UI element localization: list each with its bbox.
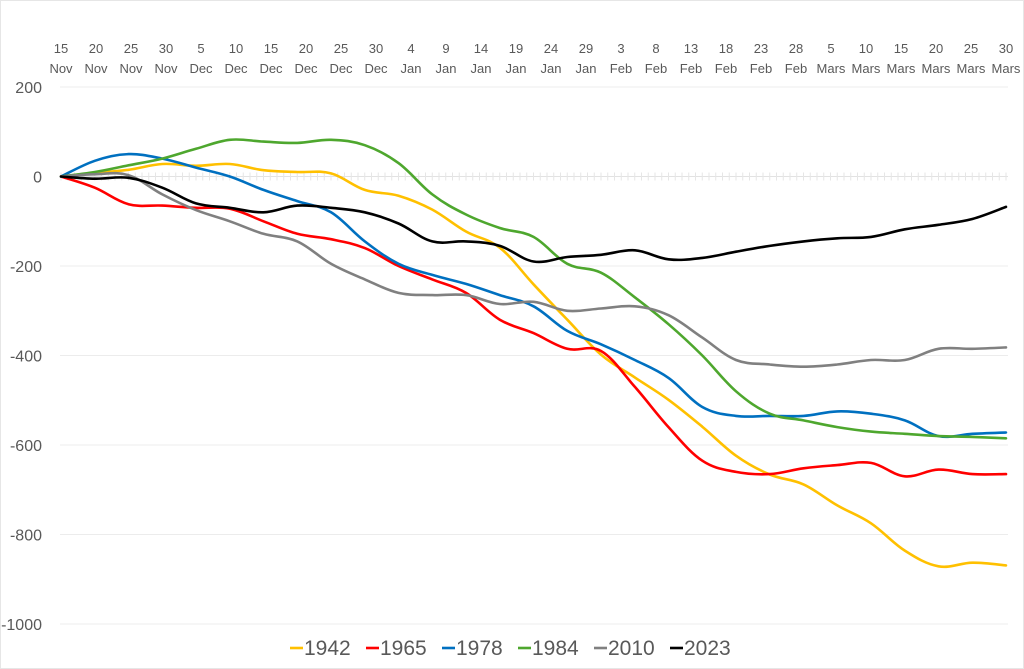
x-tick-label-day: 25 xyxy=(334,41,348,56)
x-tick-label-day: 15 xyxy=(54,41,68,56)
x-tick-label-day: 28 xyxy=(789,41,803,56)
legend-item-1978: 1978 xyxy=(442,637,503,660)
x-tick-label-month: Dec xyxy=(294,61,318,76)
x-tick-label-month: Mars xyxy=(957,61,986,76)
x-tick-label-month: Feb xyxy=(680,61,702,76)
x-tick-label-month: Mars xyxy=(852,61,881,76)
legend-item-1942: 1942 xyxy=(290,637,351,660)
x-axis-labels: 15 Nov 20 Nov 25 Nov 30 Nov 5 Dec 10 Dec 15 Dec 20 Dec 2… xyxy=(49,41,1021,76)
x-tick-label-month: Nov xyxy=(84,61,108,76)
x-tick-label-day: 25 xyxy=(964,41,978,56)
legend: 1942 1965 1978 1984 2010 2023 xyxy=(290,637,731,660)
legend-label: 1984 xyxy=(532,637,579,660)
x-tick-label-day: 18 xyxy=(719,41,733,56)
y-tick-label: 200 xyxy=(15,80,42,97)
x-tick-label-month: Dec xyxy=(189,61,213,76)
x-tick-label-day: 30 xyxy=(999,41,1013,56)
x-tick-label-day: 30 xyxy=(159,41,173,56)
x-tick-label-day: 29 xyxy=(579,41,593,56)
series-line-1984 xyxy=(59,138,1008,440)
x-tick-label-month: Nov xyxy=(49,61,73,76)
x-tick-label-day: 20 xyxy=(299,41,313,56)
x-tick-label-day: 3 xyxy=(617,41,624,56)
x-tick-label-day: 5 xyxy=(197,41,204,56)
x-tick-label-day: 15 xyxy=(264,41,278,56)
x-tick-label-day: 30 xyxy=(369,41,383,56)
x-tick-label-day: 19 xyxy=(509,41,523,56)
legend-label: 2010 xyxy=(608,637,655,660)
legend-label: 2023 xyxy=(684,637,731,660)
x-tick-label-month: Dec xyxy=(224,61,248,76)
x-tick-label-day: 4 xyxy=(407,41,414,56)
x-tick-label-day: 24 xyxy=(544,41,558,56)
x-tick-label-month: Jan xyxy=(436,61,457,76)
x-tick-label-month: Feb xyxy=(610,61,632,76)
legend-label: 1942 xyxy=(304,637,351,660)
x-tick-label-month: Nov xyxy=(154,61,178,76)
y-tick-label: -1000 xyxy=(1,617,42,634)
x-tick-label-month: Jan xyxy=(506,61,527,76)
x-tick-label-month: Mars xyxy=(887,61,916,76)
x-tick-label-month: Nov xyxy=(119,61,143,76)
x-tick-label-day: 9 xyxy=(442,41,449,56)
series-line-2010 xyxy=(59,171,1008,368)
zero-axis-ticks xyxy=(60,172,1007,181)
x-tick-label-month: Mars xyxy=(922,61,951,76)
x-tick-label-month: Mars xyxy=(992,61,1021,76)
series-lines xyxy=(59,138,1008,569)
x-tick-label-day: 8 xyxy=(652,41,659,56)
y-tick-label: -600 xyxy=(10,438,42,455)
x-tick-label-day: 13 xyxy=(684,41,698,56)
x-tick-label-day: 23 xyxy=(754,41,768,56)
x-tick-label-month: Dec xyxy=(364,61,388,76)
series-line-2023 xyxy=(59,175,1008,264)
legend-label: 1978 xyxy=(456,637,503,660)
x-tick-label-day: 14 xyxy=(474,41,488,56)
x-tick-label-month: Feb xyxy=(785,61,807,76)
gridlines xyxy=(60,86,1008,625)
legend-label: 1965 xyxy=(380,637,427,660)
legend-item-1965: 1965 xyxy=(366,637,427,660)
y-tick-label: -200 xyxy=(10,259,42,276)
x-tick-label-day: 20 xyxy=(89,41,103,56)
x-tick-label-month: Feb xyxy=(715,61,737,76)
y-tick-label: -800 xyxy=(10,528,42,545)
series-line-1978 xyxy=(59,152,1008,439)
series-line-1942 xyxy=(59,162,1008,569)
x-tick-label-month: Mars xyxy=(817,61,846,76)
x-tick-label-month: Feb xyxy=(645,61,667,76)
x-tick-label-month: Dec xyxy=(329,61,353,76)
x-tick-label-month: Jan xyxy=(576,61,597,76)
x-tick-label-day: 15 xyxy=(894,41,908,56)
x-tick-label-day: 25 xyxy=(124,41,138,56)
x-tick-label-day: 20 xyxy=(929,41,943,56)
y-tick-label: -400 xyxy=(10,349,42,366)
x-tick-label-month: Jan xyxy=(471,61,492,76)
x-tick-label-month: Jan xyxy=(401,61,422,76)
y-axis-labels: 200 0 -200 -400 -600 -800 -1000 xyxy=(1,80,42,634)
x-tick-label-day: 5 xyxy=(827,41,834,56)
y-tick-label: 0 xyxy=(33,170,42,187)
x-tick-label-day: 10 xyxy=(229,41,243,56)
x-tick-label-day: 10 xyxy=(859,41,873,56)
x-tick-label-month: Feb xyxy=(750,61,772,76)
legend-item-1984: 1984 xyxy=(518,637,579,660)
x-tick-label-month: Dec xyxy=(259,61,283,76)
x-tick-label-month: Jan xyxy=(541,61,562,76)
legend-item-2010: 2010 xyxy=(594,637,655,660)
legend-item-2023: 2023 xyxy=(670,637,731,660)
